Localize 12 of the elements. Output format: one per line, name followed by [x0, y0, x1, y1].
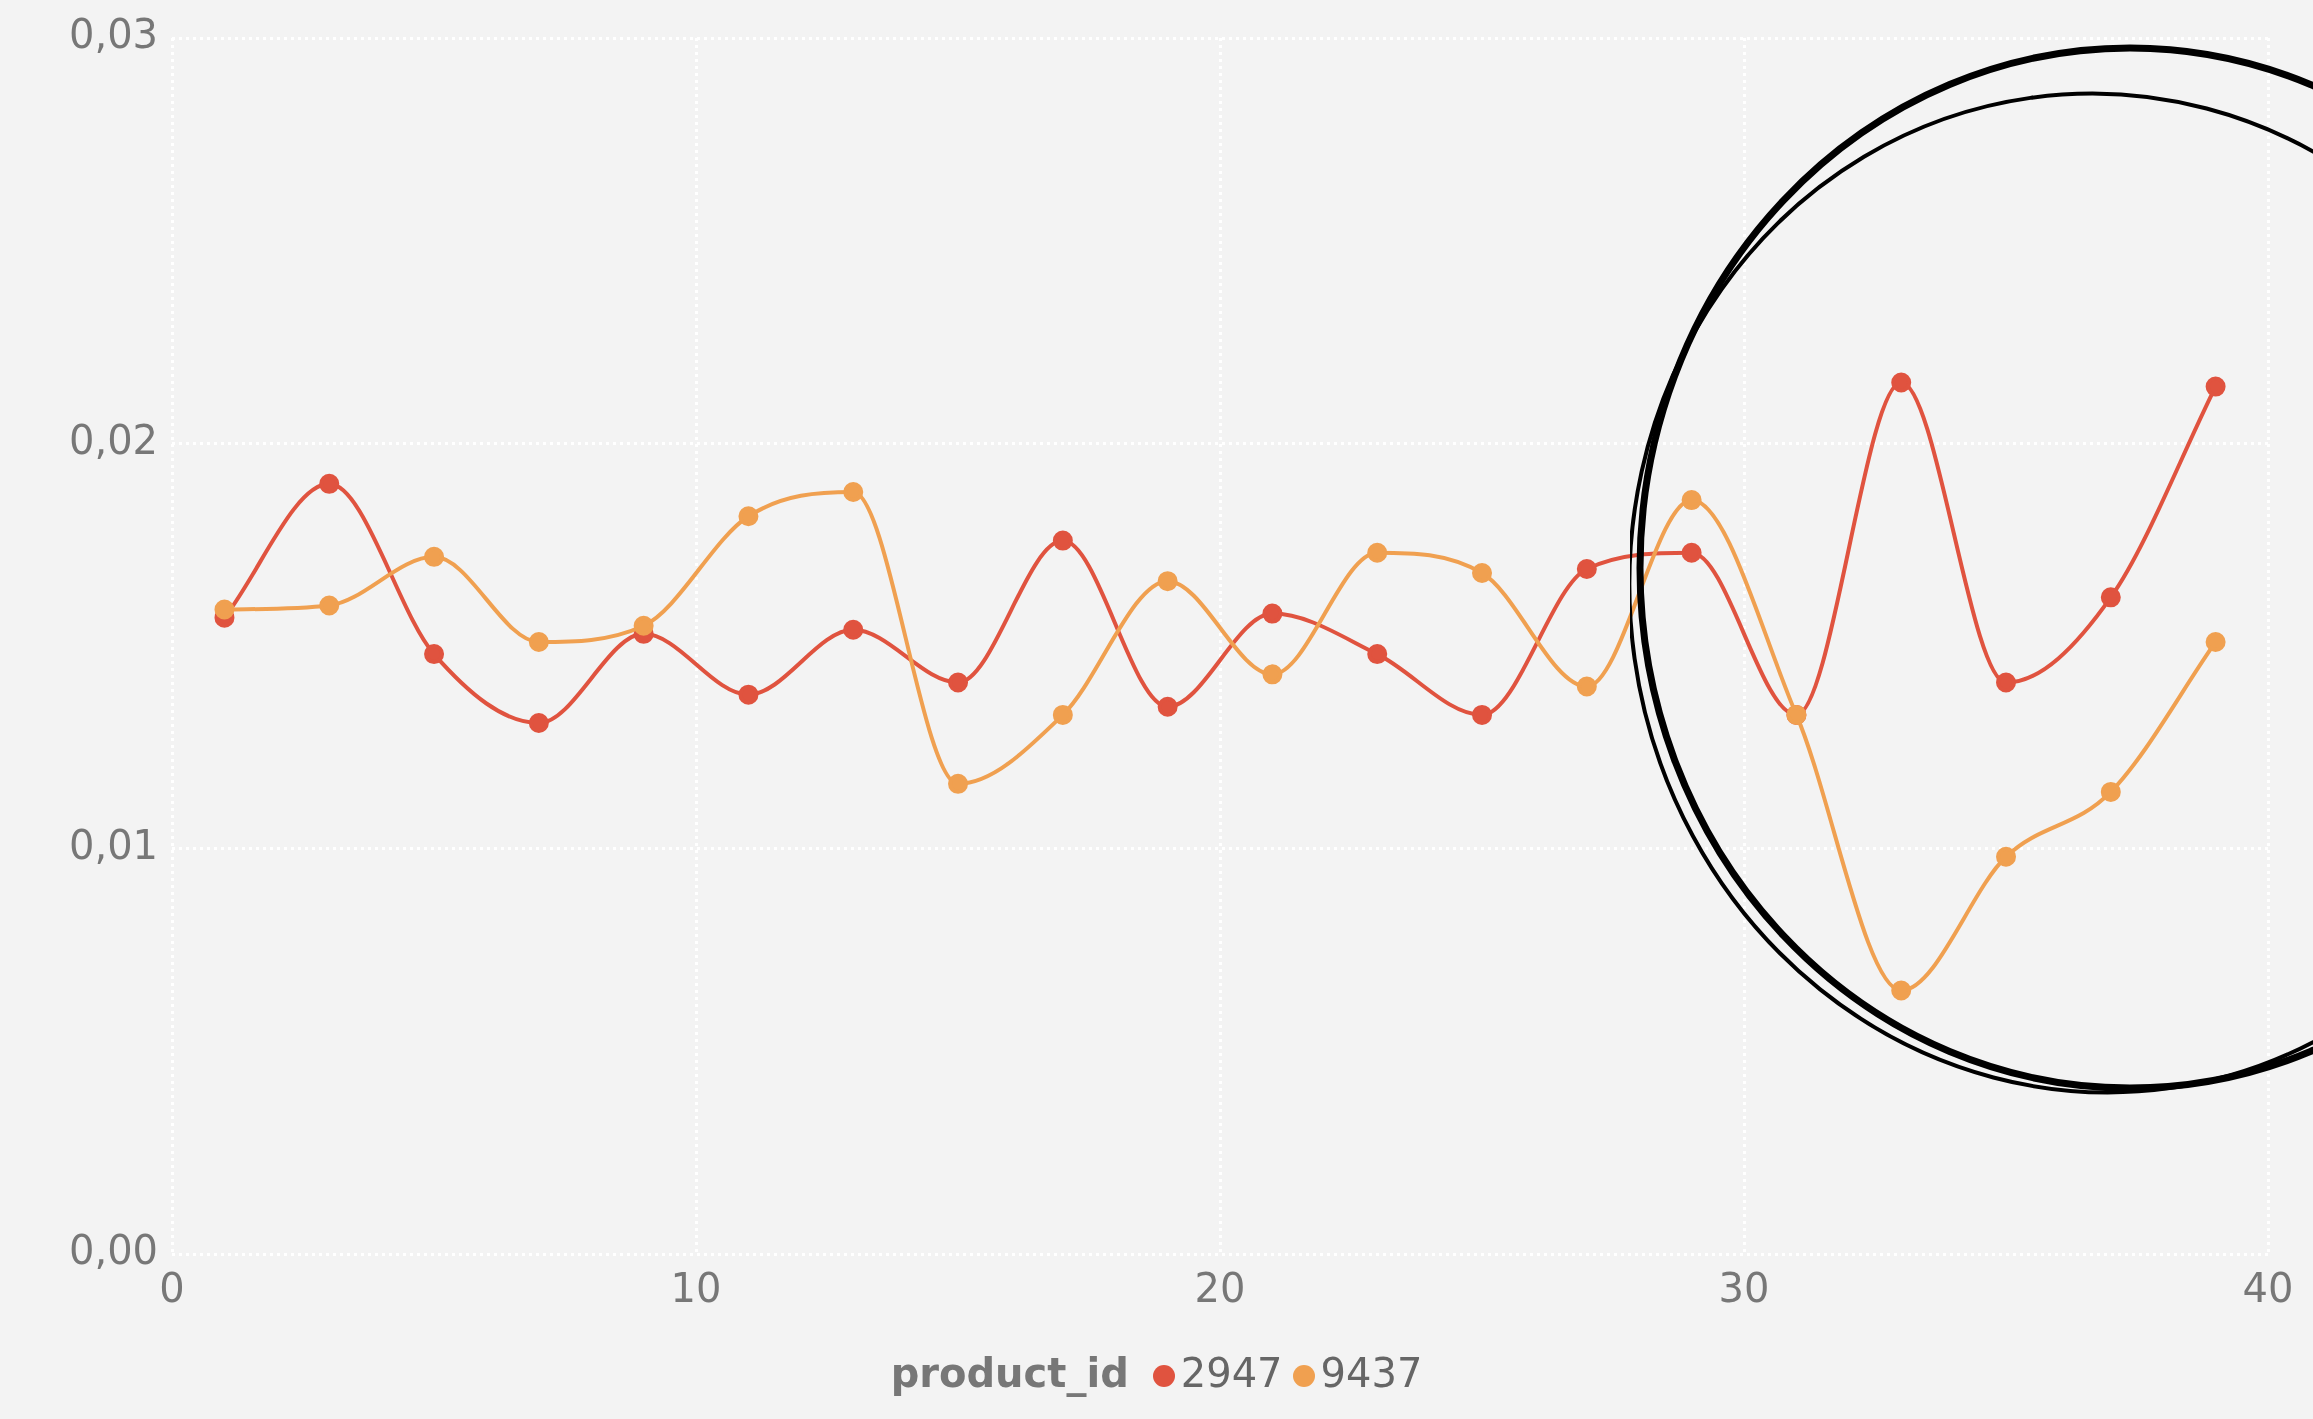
x-tick-label: 10 — [670, 1265, 722, 1312]
y-tick-label: 0,00 — [69, 1227, 159, 1274]
x-tick-label: 30 — [1718, 1265, 1770, 1312]
legend-label: 2947 — [1180, 1350, 1283, 1396]
y-tick-label: 0,03 — [69, 11, 159, 58]
x-tick-label: 20 — [1194, 1265, 1246, 1312]
legend-title: product_id — [890, 1350, 1129, 1396]
x-tick-label: 0 — [159, 1265, 185, 1312]
legend-label: 9437 — [1320, 1350, 1423, 1396]
y-tick-label: 0,02 — [69, 416, 159, 463]
x-tick-label: 40 — [2242, 1265, 2294, 1312]
y-tick-label: 0,01 — [69, 822, 159, 869]
